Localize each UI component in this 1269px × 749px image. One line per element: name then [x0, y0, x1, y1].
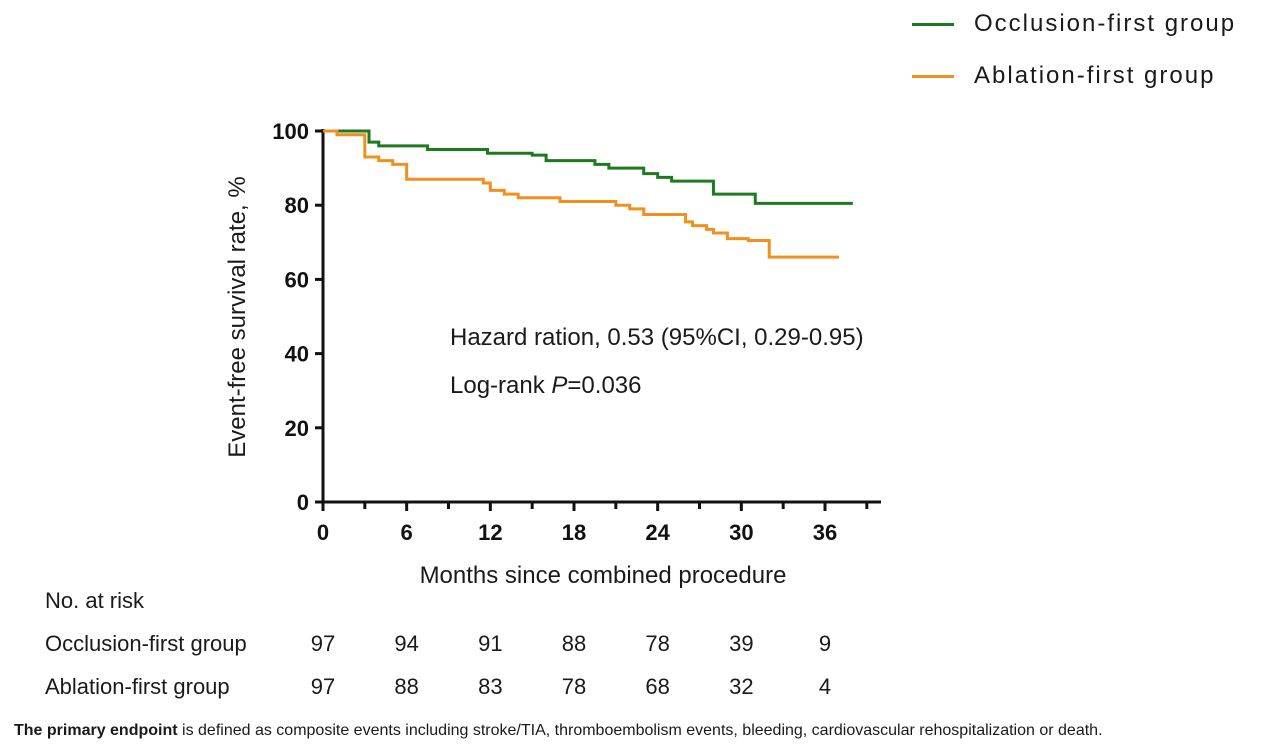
risk-value: 78 [561, 674, 587, 699]
x-tick-label-24: 24 [645, 520, 670, 545]
footnote-bold: The primary endpoint [14, 722, 178, 739]
risk-value: 32 [729, 674, 754, 699]
y-tick-label-100: 100 [272, 119, 309, 144]
risk-value: 88 [561, 631, 587, 656]
risk-value: 97 [310, 631, 336, 656]
logrank-prefix: Log-rank [450, 372, 552, 399]
y-tick-label-40: 40 [285, 342, 309, 367]
x-axis-label: Months since combined procedure [420, 562, 787, 589]
logrank-annotation: Log-rank P=0.036 [450, 372, 641, 400]
risk-value: 9 [818, 631, 832, 656]
risk-value: 39 [729, 631, 754, 656]
risk-value: 78 [645, 631, 670, 656]
y-tick-label-80: 80 [285, 193, 309, 218]
legend-swatch-ablation [912, 74, 954, 78]
y-tick-label-0: 0 [297, 490, 309, 515]
risk-value: 4 [818, 674, 832, 699]
risk-value: 94 [394, 631, 419, 656]
legend-item-ablation: Ablation-first group [912, 62, 1215, 90]
risk-row-label: Ablation-first group [45, 674, 230, 699]
legend-swatch-occlusion [912, 22, 954, 26]
risk-value: 97 [310, 674, 336, 699]
risk-value: 91 [478, 631, 503, 656]
series-line-occlusion [323, 129, 853, 205]
x-tick-label-30: 30 [729, 520, 753, 545]
y-tick-label-60: 60 [285, 267, 309, 292]
logrank-p-symbol: P [551, 372, 568, 399]
x-tick-label-6: 6 [401, 520, 413, 545]
x-tick-label-18: 18 [562, 520, 586, 545]
hazard-ratio-annotation: Hazard ration, 0.53 (95%CI, 0.29-0.95) [450, 324, 864, 351]
risk-row-label: Occlusion-first group [45, 631, 247, 656]
risk-value: 83 [478, 674, 503, 699]
risk-table-title: No. at risk [45, 588, 145, 613]
x-tick-label-0: 0 [317, 520, 329, 545]
x-tick-label-12: 12 [478, 520, 502, 545]
legend-label-ablation: Ablation-first group [974, 62, 1216, 89]
legend-item-occlusion: Occlusion-first group [912, 10, 1236, 38]
km-chart: 0 20 40 60 80 100 0 6 12 18 24 30 36 Months since com… [224, 119, 881, 589]
risk-value: 68 [645, 674, 670, 699]
y-tick-label-20: 20 [285, 416, 309, 441]
x-tick-label-36: 36 [813, 520, 837, 545]
footnote-text: is defined as composite events including… [177, 722, 1103, 739]
footnote: The primary endpoint is defined as compo… [14, 722, 1103, 740]
series-line-ablation [323, 129, 839, 259]
logrank-value: =0.036 [567, 372, 642, 399]
risk-value: 88 [394, 674, 419, 699]
y-axis-label: Event-free survival rate, % [224, 176, 251, 457]
legend-label-occlusion: Occlusion-first group [974, 10, 1237, 37]
